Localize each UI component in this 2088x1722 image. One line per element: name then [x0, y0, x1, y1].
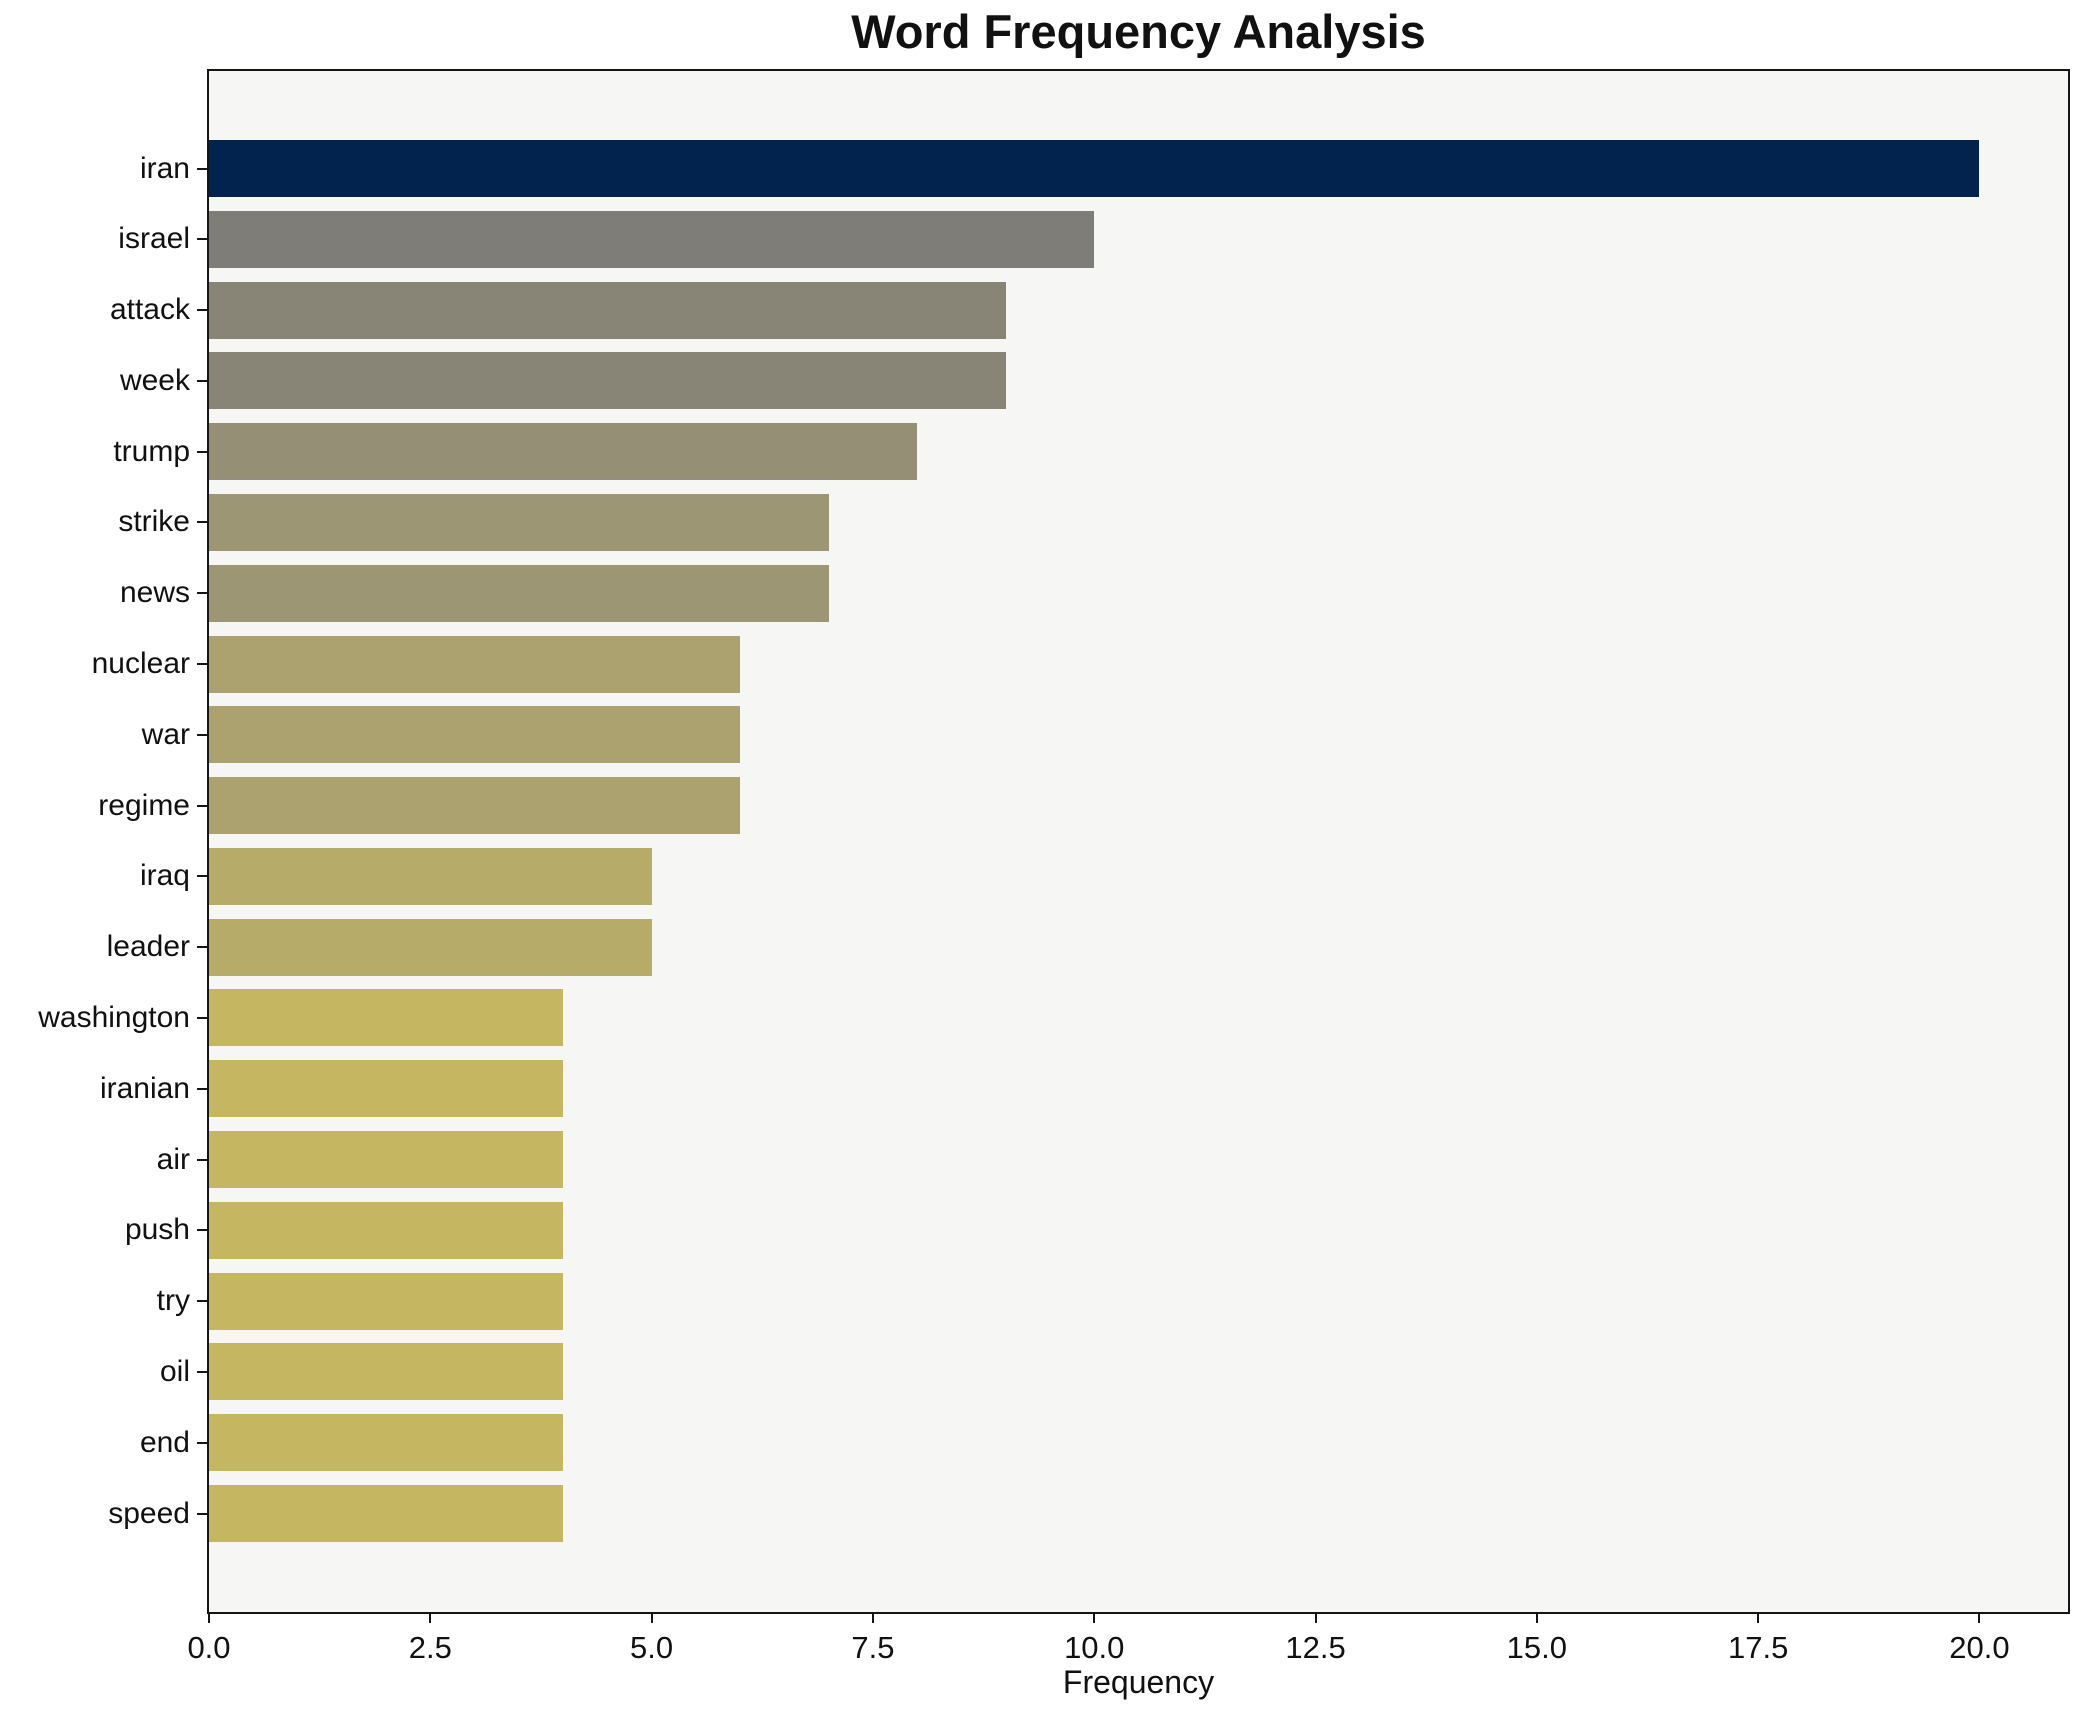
y-tick: [197, 1441, 207, 1444]
y-tick: [197, 804, 207, 807]
y-tick: [197, 592, 207, 595]
bar-iraq: [209, 847, 652, 905]
x-tick-label: 5.0: [630, 1630, 674, 1665]
y-tick-label-attack: attack: [109, 293, 190, 327]
y-tick-label-trump: trump: [113, 434, 190, 468]
bar-war: [209, 706, 741, 764]
bar-israel: [209, 210, 1095, 268]
bar-week: [209, 352, 1006, 410]
y-tick: [197, 663, 207, 666]
x-tick-label: 0.0: [187, 1630, 231, 1665]
y-tick: [197, 1370, 207, 1373]
y-tick: [197, 875, 207, 878]
x-tick-label: 7.5: [851, 1630, 895, 1665]
x-tick-label: 12.5: [1285, 1630, 1346, 1665]
x-tick: [650, 1612, 653, 1623]
y-tick-label-regime: regime: [98, 788, 190, 822]
x-tick-label: 17.5: [1727, 1630, 1789, 1665]
y-tick-label-strike: strike: [118, 505, 190, 539]
x-tick-label: 2.5: [408, 1630, 452, 1665]
bar-trump: [209, 423, 918, 481]
y-tick: [197, 238, 207, 241]
bar-washington: [209, 989, 564, 1047]
y-tick: [197, 1512, 207, 1515]
y-tick-label-iran: iran: [139, 151, 190, 185]
y-tick-label-washington: washington: [38, 1000, 190, 1034]
x-tick-label: 15.0: [1506, 1630, 1568, 1665]
bar-end: [209, 1414, 564, 1472]
y-tick: [197, 379, 207, 382]
bar-speed: [209, 1485, 564, 1542]
y-tick: [197, 1016, 207, 1019]
y-tick-label-try: try: [156, 1284, 190, 1318]
bar-iranian: [209, 1060, 564, 1118]
y-tick-label-end: end: [139, 1425, 190, 1459]
x-tick: [208, 1612, 210, 1623]
y-tick-label-oil: oil: [159, 1354, 190, 1388]
y-tick: [197, 450, 207, 453]
y-tick: [197, 1087, 207, 1090]
y-tick: [197, 946, 207, 949]
y-tick: [197, 733, 207, 736]
bar-attack: [209, 281, 1006, 339]
bar-news: [209, 564, 829, 622]
y-tick: [197, 1158, 207, 1161]
y-tick-label-week: week: [119, 363, 190, 397]
plot-area: [207, 69, 2070, 1614]
bar-regime: [209, 777, 741, 835]
y-tick: [197, 521, 207, 524]
bar-leader: [209, 918, 652, 976]
x-tick-label: 10.0: [1064, 1630, 1125, 1665]
x-tick: [1093, 1612, 1096, 1623]
bar-try: [209, 1272, 564, 1330]
bar-oil: [209, 1343, 564, 1401]
y-tick-label-air: air: [156, 1142, 190, 1176]
chart-title: Word Frequency Analysis: [851, 5, 1426, 58]
x-tick: [871, 1612, 874, 1623]
bar-nuclear: [209, 635, 741, 693]
y-tick-label-war: war: [141, 717, 190, 751]
x-tick: [1535, 1612, 1538, 1623]
y-tick: [197, 1300, 207, 1303]
bar-iran: [209, 140, 1980, 197]
x-axis-label: Frequency: [1062, 1664, 1215, 1700]
y-tick-label-push: push: [124, 1213, 190, 1247]
y-tick: [197, 309, 207, 312]
y-tick-label-news: news: [119, 576, 190, 610]
bar-push: [209, 1201, 564, 1259]
x-tick-label: 20.0: [1949, 1630, 2010, 1665]
bar-strike: [209, 493, 829, 551]
y-tick-label-nuclear: nuclear: [91, 647, 190, 681]
y-tick-label-speed: speed: [108, 1496, 190, 1530]
y-tick: [197, 1229, 207, 1232]
x-tick: [1757, 1612, 1760, 1623]
x-tick: [1978, 1612, 1981, 1623]
x-tick: [429, 1612, 432, 1623]
y-tick-label-israel: israel: [118, 222, 190, 256]
bar-air: [209, 1131, 564, 1189]
y-tick-label-leader: leader: [106, 930, 190, 964]
y-tick: [197, 167, 207, 170]
y-tick-label-iranian: iranian: [99, 1071, 190, 1105]
x-tick: [1314, 1612, 1317, 1623]
y-tick-label-iraq: iraq: [139, 859, 190, 893]
